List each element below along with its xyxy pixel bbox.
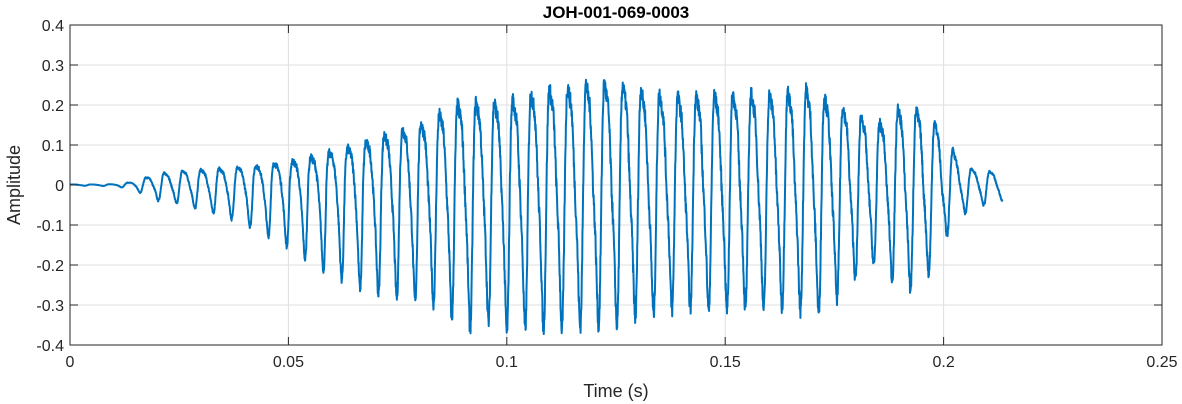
y-tick-label: 0 (55, 178, 64, 195)
x-tick-label: 0.1 (496, 354, 518, 371)
y-tick-labels: -0.4 -0.3 -0.2 -0.1 0 0.1 0.2 0.3 0.4 (36, 18, 64, 355)
series-layer (69, 78, 1004, 336)
x-tick-label: 0.25 (1146, 354, 1177, 371)
y-tick-label: 0.4 (42, 18, 64, 35)
x-tick-label: 0.15 (710, 354, 741, 371)
x-tick-label: 0.05 (273, 354, 304, 371)
y-tick-label: -0.3 (36, 298, 64, 315)
x-tick-labels: 0 0.05 0.1 0.15 0.2 0.25 (66, 354, 1178, 371)
x-tick-label: 0 (66, 354, 75, 371)
y-tick-label: -0.1 (36, 218, 64, 235)
y-axis-label: Amplitude (4, 145, 24, 225)
y-tick-label: 0.3 (42, 58, 64, 75)
x-tick-label: 0.2 (932, 354, 954, 371)
y-tick-label: 0.2 (42, 98, 64, 115)
y-tick-label: -0.2 (36, 258, 64, 275)
waveform-line (69, 78, 1004, 336)
tick-marks (69, 24, 1163, 346)
x-axis-label: Time (s) (583, 381, 648, 401)
chart-title: JOH-001-069-0003 (543, 3, 689, 22)
y-tick-label: -0.4 (36, 338, 64, 355)
y-tick-label: 0.1 (42, 138, 64, 155)
